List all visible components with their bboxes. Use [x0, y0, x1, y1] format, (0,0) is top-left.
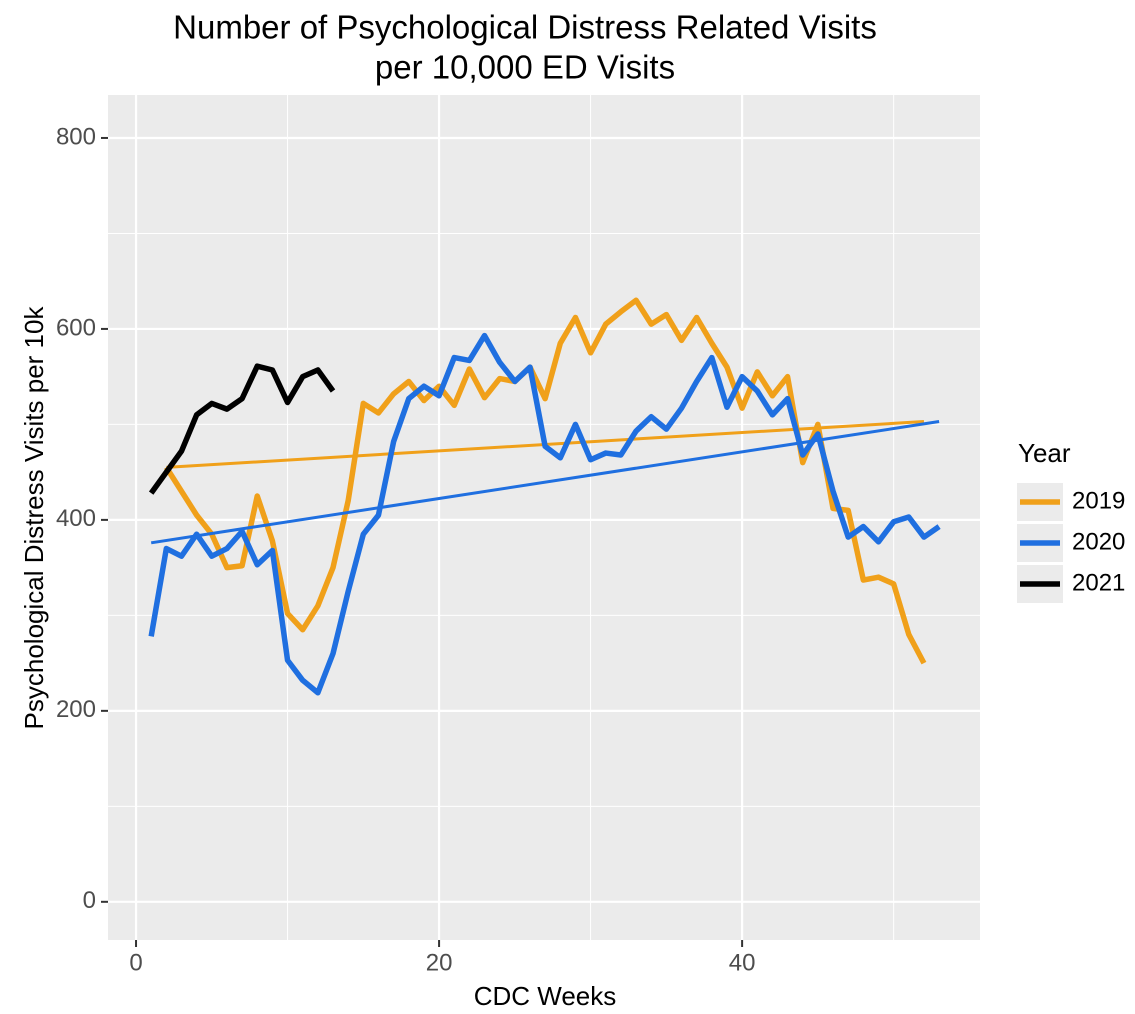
y-tick-label: 600: [56, 314, 96, 341]
legend-title: Year: [1018, 438, 1071, 468]
trend-line: [150, 420, 940, 545]
x-tick-label: 0: [129, 949, 142, 976]
y-tick-label: 200: [56, 696, 96, 723]
legend-label: 2021: [1072, 569, 1125, 596]
series-line: [148, 363, 336, 495]
chart-title: Number of Psychological Distress Related…: [173, 9, 877, 46]
series-line: [148, 332, 941, 696]
x-tick-label: 40: [729, 949, 756, 976]
y-axis-label: Psychological Distress Visits per 10k: [19, 306, 49, 730]
y-tick-label: 400: [56, 505, 96, 532]
legend-label: 2019: [1072, 487, 1125, 514]
x-axis-label: CDC Weeks: [474, 981, 617, 1011]
y-tick-label: 800: [56, 123, 96, 150]
legend-label: 2020: [1072, 528, 1125, 555]
chart-title: per 10,000 ED Visits: [375, 49, 675, 86]
y-tick-label: 0: [83, 887, 96, 914]
x-tick-label: 20: [426, 949, 453, 976]
